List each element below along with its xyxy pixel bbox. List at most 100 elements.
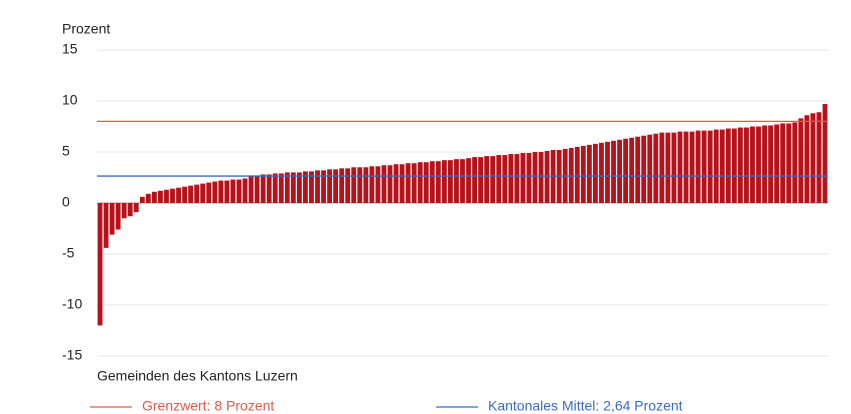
bar (139, 196, 145, 203)
bar (435, 161, 441, 203)
bar (574, 146, 580, 203)
bar (266, 174, 272, 203)
bar (109, 203, 115, 235)
x-axis-label: Gemeinden des Kantons Luzern (97, 368, 298, 384)
bar (405, 163, 411, 203)
y-tick-label: 5 (62, 143, 70, 159)
bar (411, 163, 417, 203)
bar (158, 190, 163, 203)
bar (218, 180, 224, 203)
bar (133, 203, 139, 213)
bar (750, 126, 755, 203)
bar (200, 183, 206, 203)
bar (333, 169, 339, 203)
bar (689, 131, 695, 203)
bar (580, 145, 586, 203)
bar (417, 162, 423, 203)
y-tick-label: -15 (62, 347, 82, 363)
bar (212, 181, 218, 203)
y-tick-label: 0 (62, 194, 70, 210)
bar (623, 138, 629, 203)
bar (182, 186, 188, 203)
bar (381, 165, 387, 203)
bar (647, 134, 653, 203)
bar (429, 161, 435, 203)
bar (441, 160, 447, 203)
bar (816, 112, 822, 203)
bar (744, 127, 749, 203)
bar (448, 160, 453, 203)
bar (514, 154, 520, 203)
bar (478, 157, 484, 203)
bar (737, 127, 743, 203)
bar (127, 203, 133, 217)
bar (103, 203, 109, 248)
bar (272, 173, 278, 203)
bar (248, 175, 254, 203)
bar (822, 104, 828, 203)
bar (170, 188, 175, 203)
bar (115, 203, 121, 230)
bar (496, 155, 502, 203)
bar (683, 131, 689, 203)
bar (713, 129, 719, 203)
y-tick-label: 15 (62, 41, 78, 57)
top-strip (0, 0, 851, 10)
bar (278, 173, 284, 203)
bar (357, 167, 363, 203)
bar (762, 125, 767, 203)
bar (798, 118, 804, 203)
bar (393, 164, 399, 203)
bar (707, 130, 713, 203)
bar (290, 172, 296, 203)
bar (701, 130, 707, 203)
bar (532, 152, 538, 203)
bar (538, 152, 544, 203)
bar (399, 164, 405, 203)
bar (508, 154, 514, 203)
bar (695, 130, 701, 203)
bar (520, 153, 526, 203)
bar (194, 184, 200, 203)
bar (780, 123, 786, 203)
bar (387, 165, 393, 203)
bar (224, 180, 230, 203)
bar (665, 132, 671, 203)
bar (792, 122, 798, 203)
bar (774, 124, 780, 203)
bar (635, 136, 641, 203)
bar (363, 167, 369, 203)
bar (176, 187, 181, 203)
bar (260, 174, 266, 203)
bar (544, 150, 550, 203)
bar (423, 162, 429, 203)
bar (351, 167, 357, 203)
bar (653, 133, 659, 203)
bar (719, 129, 725, 203)
bar (592, 143, 598, 203)
bar (321, 170, 326, 203)
bar (768, 125, 774, 203)
bar (345, 168, 351, 203)
y-tick-label: 10 (62, 92, 78, 108)
bar (121, 203, 127, 219)
bar (484, 156, 490, 203)
bar (369, 166, 375, 203)
bar (339, 168, 345, 203)
bar (145, 193, 151, 203)
bar (151, 191, 157, 203)
bar (454, 159, 459, 203)
bar (490, 156, 496, 203)
bar (756, 126, 761, 203)
bar (164, 189, 169, 203)
bar (375, 166, 381, 203)
y-axis-label: Prozent (62, 21, 110, 37)
bar (327, 169, 333, 203)
bar (731, 128, 737, 203)
bar (303, 171, 308, 203)
bar (605, 141, 610, 203)
bar (641, 135, 647, 203)
bar (659, 132, 665, 203)
y-tick-label: -10 (62, 296, 82, 312)
